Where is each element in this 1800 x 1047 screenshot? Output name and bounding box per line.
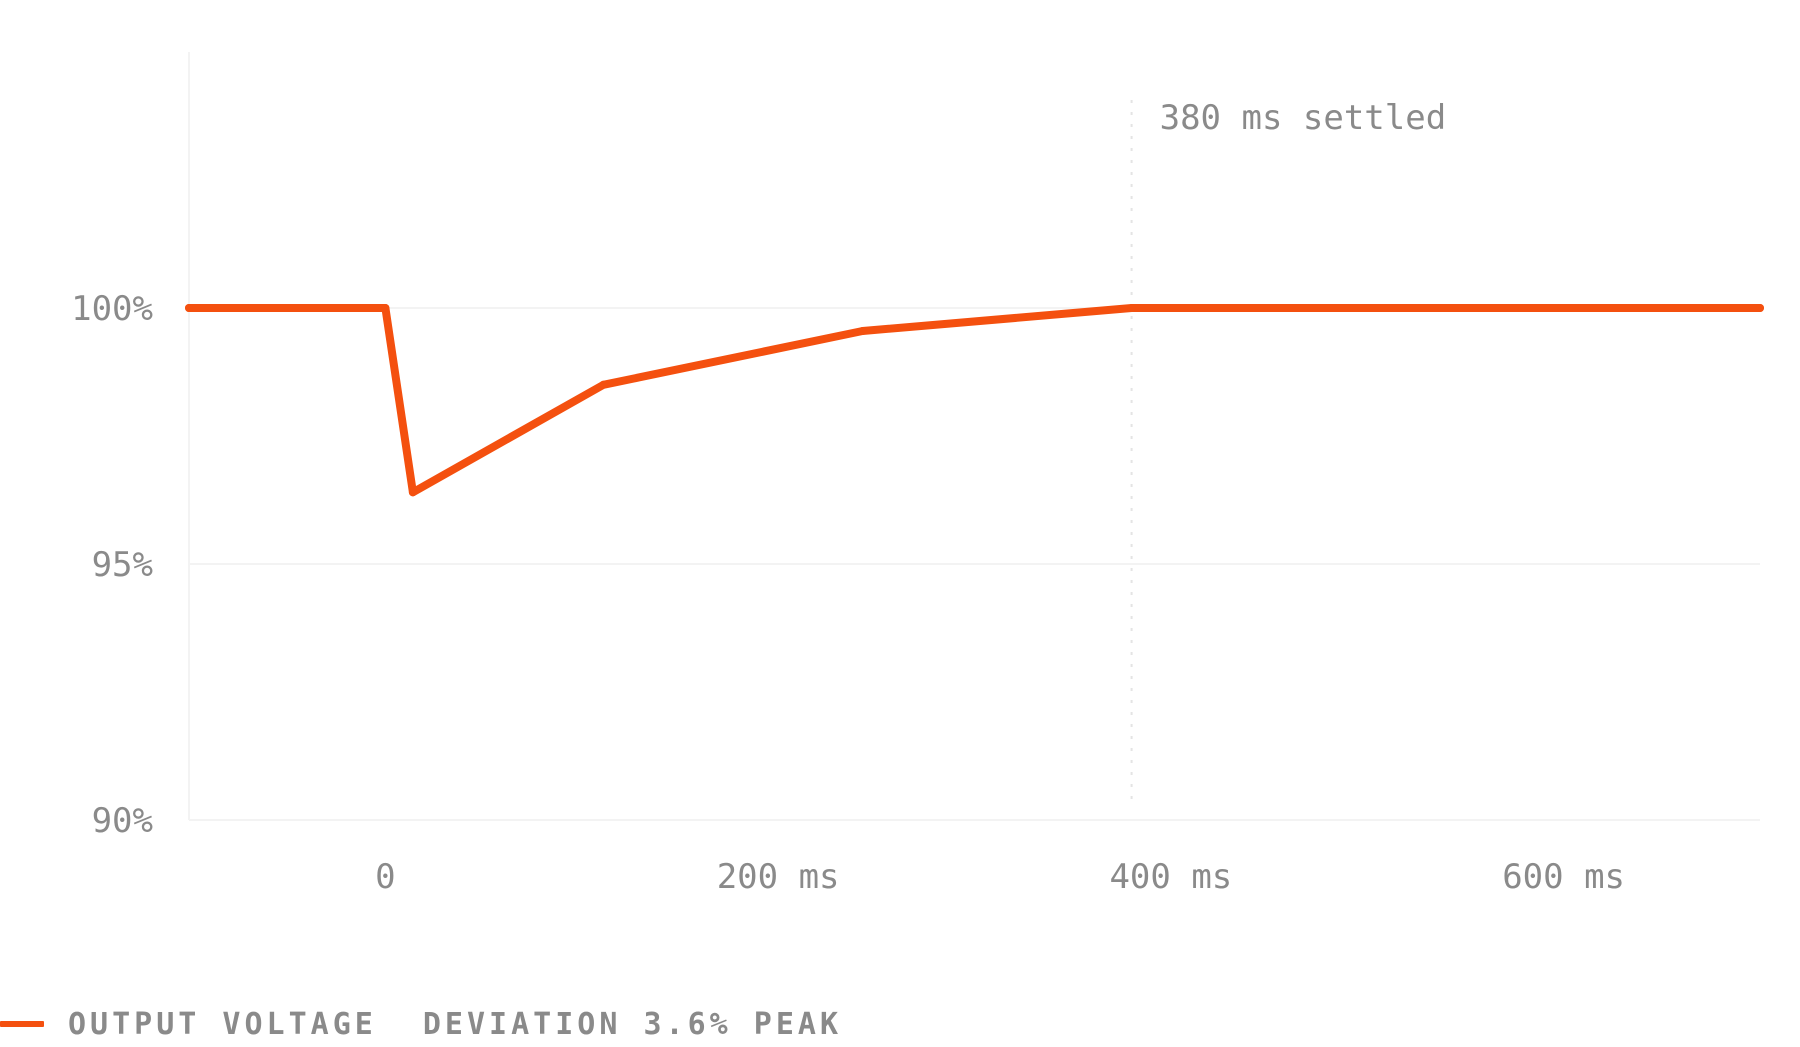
settled-annotation-label: 380 ms settled bbox=[1160, 98, 1447, 138]
y-tick-label: 90% bbox=[92, 801, 153, 841]
data-point bbox=[1127, 304, 1136, 312]
x-tick-label: 0 bbox=[375, 857, 395, 897]
data-point bbox=[858, 327, 867, 336]
series-group bbox=[185, 304, 1764, 497]
x-tick-label: 400 ms bbox=[1109, 857, 1232, 897]
x-tick-label: 200 ms bbox=[717, 857, 840, 897]
data-point bbox=[1756, 304, 1764, 312]
x-tick-label: 600 ms bbox=[1502, 857, 1625, 897]
data-point bbox=[381, 304, 390, 312]
grid-lines bbox=[188, 52, 1760, 821]
series-line-output-voltage bbox=[185, 304, 1764, 497]
annotation-group: 380 ms settled bbox=[1130, 98, 1447, 804]
legend-deviation-note: DEVIATION 3.6% PEAK bbox=[422, 1006, 843, 1042]
legend-swatch-output-voltage bbox=[0, 1021, 44, 1027]
data-point bbox=[408, 488, 417, 497]
legend-series-label: OUTPUT VOLTAGE bbox=[68, 1006, 377, 1042]
data-point bbox=[599, 380, 608, 389]
y-tick-label: 95% bbox=[92, 545, 153, 585]
data-point bbox=[185, 304, 193, 312]
legend: OUTPUT VOLTAGE DEVIATION 3.6% PEAK bbox=[0, 1004, 842, 1044]
x-axis-tick-labels: 0 200 ms 400 ms 600 ms bbox=[375, 857, 1625, 897]
y-tick-label: 100% bbox=[71, 289, 153, 329]
y-axis-tick-labels: 100% 95% 90% bbox=[71, 289, 153, 841]
